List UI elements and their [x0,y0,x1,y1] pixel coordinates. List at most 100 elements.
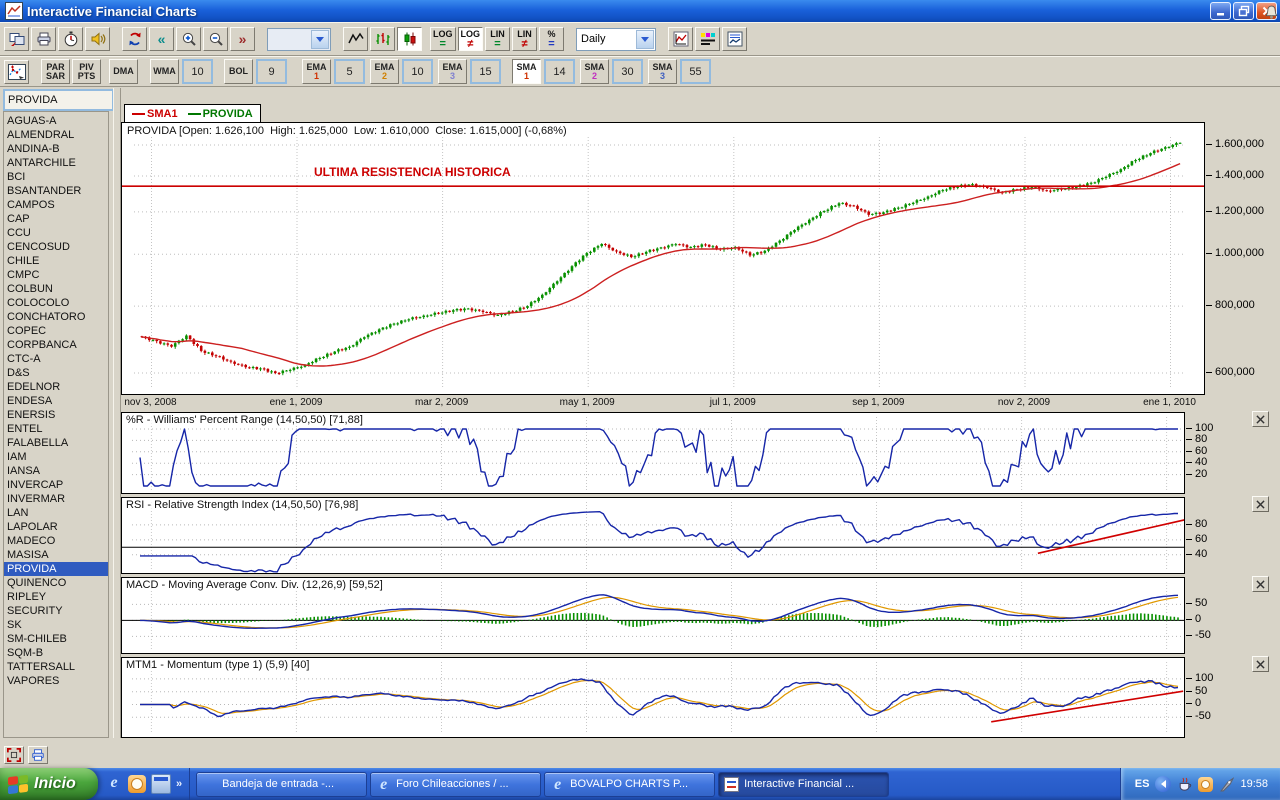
sidebar-item[interactable]: QUINENCO [7,577,67,589]
sidebar-item[interactable]: BSANTANDER [7,185,82,197]
outlook-quicklaunch-icon[interactable] [128,775,146,793]
empty-combobox[interactable] [267,27,331,51]
interval-dropdown[interactable]: Daily [576,27,656,51]
sidebar-item[interactable]: IANSA [7,465,41,477]
sidebar-item[interactable]: FALABELLA [7,437,69,449]
zoom-in-button[interactable] [176,27,201,51]
sidebar-item[interactable]: SM-CHILEB [7,633,67,645]
close-macd-panel-button[interactable] [1252,576,1269,592]
refresh-button[interactable] [122,27,147,51]
sma1-button[interactable]: SMA 1 [512,59,541,84]
colors-button[interactable] [695,27,720,51]
sidebar-item[interactable]: COPEC [7,325,47,337]
rocket-tray-icon[interactable] [1219,776,1235,792]
chart-settings-button[interactable] [668,27,693,51]
percent-button[interactable]: % = [539,27,564,51]
taskbar-button[interactable]: e Foro Chileacciones / ... [370,771,542,797]
minimize-button[interactable] [1210,2,1231,20]
wma-button[interactable]: WMA [150,59,179,84]
sidebar-item[interactable]: VAPORES [7,675,60,687]
sidebar-item[interactable]: CENCOSUD [7,241,70,253]
line-chart-button[interactable] [343,27,368,51]
ema1-button[interactable]: EMA 1 [302,59,331,84]
log-notequal-button[interactable]: LOG ≠ [457,27,483,51]
sidebar-item[interactable]: IAM [7,451,27,463]
sidebar-item[interactable]: D&S [7,367,30,379]
lin-notequal-button[interactable]: LIN ≠ [512,27,537,51]
sidebar-item[interactable]: LAPOLAR [7,521,58,533]
minichart-button[interactable] [4,59,29,84]
sidebar-item[interactable]: COLOCOLO [7,297,70,309]
sma2-period-field[interactable]: 30 [612,59,643,84]
sma3-button[interactable]: SMA 3 [648,59,677,84]
sidebar-item[interactable]: ENERSIS [7,409,56,421]
sidebar-item[interactable]: SQM-B [7,647,44,659]
dropdown-arrow-icon[interactable] [636,29,654,49]
sidebar-item[interactable]: BCI [7,171,26,183]
sidebar-item[interactable]: CAMPOS [7,199,55,211]
lin-equal-button[interactable]: LIN = [485,27,510,51]
close-momentum-panel-button[interactable] [1252,656,1269,672]
ie-quicklaunch-icon[interactable]: e [110,774,118,791]
combo-arrow-icon[interactable] [311,29,329,49]
hide-tray-icons-chevron[interactable] [1155,776,1172,792]
parabolic-sar-button[interactable]: PAR SAR [41,59,70,84]
sidebar-item[interactable]: CMPC [7,269,40,281]
macd-canvas[interactable] [122,578,1184,653]
sidebar-item[interactable]: EDELNOR [7,381,61,393]
sidebar-item[interactable]: RIPLEY [7,591,47,603]
sidebar-item[interactable]: ENDESA [7,395,53,407]
java-tray-icon[interactable] [1177,777,1192,792]
start-button[interactable]: Inicio [0,768,98,800]
taskbar-button[interactable]: Interactive Financial ... [718,771,890,797]
pivot-points-button[interactable]: PIV PTS [72,59,101,84]
sidebar-item[interactable]: CORPBANCA [7,339,77,351]
zoom-out-button[interactable] [203,27,228,51]
ema1-period-field[interactable]: 5 [334,59,365,84]
desktop-quicklaunch-icon[interactable] [151,774,171,794]
symbol-input[interactable] [3,89,114,111]
bollinger-button[interactable]: BOL [224,59,253,84]
sidebar-item[interactable]: ANTARCHILE [7,157,76,169]
sidebar-item[interactable]: SK [7,619,22,631]
sma2-button[interactable]: SMA 2 [580,59,609,84]
sidebar-item[interactable]: MASISA [7,549,49,561]
sidebar-item[interactable]: SECURITY [7,605,63,617]
export-chart-button[interactable] [4,27,29,51]
timer-button[interactable] [58,27,83,51]
close-rsi-panel-button[interactable] [1252,496,1269,512]
sidebar-item[interactable]: INVERCAP [7,479,64,491]
sidebar-item[interactable]: PROVIDA [4,562,108,576]
sidebar-item[interactable]: CHILE [7,255,40,267]
outlook-tray-icon[interactable] [1198,776,1214,792]
sidebar-splitter[interactable] [113,88,121,738]
sidebar-item[interactable]: ALMENDRAL [7,129,75,141]
ema3-period-field[interactable]: 15 [470,59,501,84]
ema3-button[interactable]: EMA 3 [438,59,467,84]
close-williams-panel-button[interactable] [1252,411,1269,427]
log-equal-button[interactable]: LOG = [430,27,456,51]
bollinger-period-field[interactable]: 9 [256,59,287,84]
sidebar-item[interactable]: ANDINA-B [7,143,60,155]
candlestick-chart-button[interactable] [397,27,422,51]
rsi-canvas[interactable] [122,498,1189,573]
taskbar-button[interactable]: e BOVALPO CHARTS P... [544,771,716,797]
sidebar-item[interactable]: AGUAS-A [7,115,57,127]
sidebar-item[interactable]: TATTERSALL [7,661,76,673]
quicklaunch-overflow-chevron[interactable]: » [176,778,183,790]
momentum-canvas[interactable] [122,658,1184,737]
sound-button[interactable] [85,27,110,51]
sidebar-item[interactable]: CAP [7,213,30,225]
sidebar-item[interactable]: INVERMAR [7,493,66,505]
ema2-button[interactable]: EMA 2 [370,59,399,84]
fit-chart-button[interactable] [4,746,24,764]
print-button[interactable] [31,27,56,51]
ema2-period-field[interactable]: 10 [402,59,433,84]
taskbar-button[interactable]: Bandeja de entrada -... [196,771,368,797]
sidebar-item[interactable]: CCU [7,227,31,239]
scroll-left-button[interactable]: « [149,27,174,51]
restore-button[interactable] [1233,2,1254,20]
scroll-right-button[interactable]: » [230,27,255,51]
statistics-button[interactable] [722,27,747,51]
sma1-period-field[interactable]: 14 [544,59,575,84]
